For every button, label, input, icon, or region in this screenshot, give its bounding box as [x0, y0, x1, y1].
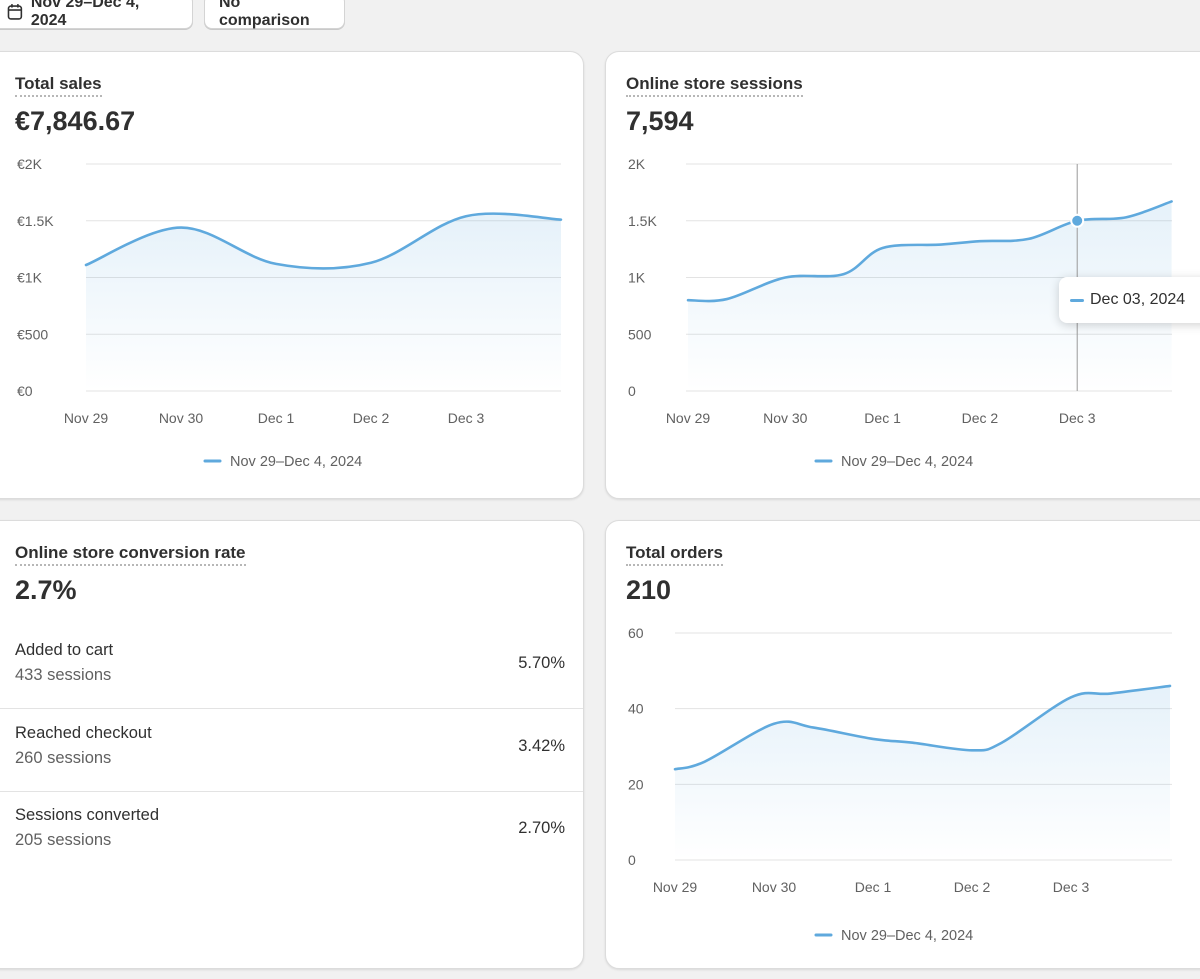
series-line — [84, 212, 563, 270]
y-tick-label: €2K — [17, 156, 43, 172]
sessions-title[interactable]: Online store sessions — [626, 74, 803, 97]
total-orders-value: 210 — [626, 575, 672, 605]
y-tick-label: 2K — [628, 156, 646, 172]
total-sales-chart[interactable]: €0 €500 €1K €1.5K €2K Nov 29 Nov 30 Dec 1 Dec 2 D… — [0, 52, 584, 499]
y-tick-label: 0 — [628, 383, 636, 399]
funnel-row-percent: 5.70% — [518, 654, 565, 672]
x-tick-label: Nov 29 — [666, 410, 711, 426]
funnel-row-reached-checkout: Reached checkout 260 sessions 3.42% — [0, 710, 583, 792]
legend-label: Nov 29–Dec 4, 2024 — [841, 928, 973, 944]
conversion-rate-card: Online store conversion rate 2.7% Added … — [0, 520, 584, 969]
date-range-label: Nov 29–Dec 4, 2024 — [30, 0, 140, 29]
sessions-card: Online store sessions 7,594 0 500 1K 1.5K 2K… — [605, 51, 1200, 499]
funnel-row-sessions-converted: Sessions converted 205 sessions 2.70% — [0, 792, 583, 874]
series-line — [686, 200, 1173, 303]
x-tick-label: Dec 1 — [855, 879, 892, 895]
y-tick-label: €1.5K — [17, 213, 54, 229]
series-area — [86, 213, 561, 391]
x-tick-label: Nov 29 — [64, 410, 109, 426]
x-tick-label: Dec 3 — [1059, 410, 1096, 426]
comparison-label: No comparison — [219, 0, 310, 29]
y-tick-label: 60 — [628, 625, 644, 641]
x-tick-label: Nov 30 — [752, 879, 797, 895]
conversion-rate-title[interactable]: Online store conversion rate — [15, 543, 246, 566]
y-tick-label: €1K — [17, 270, 43, 286]
funnel-row-sessions: 260 sessions — [15, 749, 112, 767]
funnel-row-sessions: 433 sessions — [15, 666, 112, 684]
x-tick-label: Dec 1 — [864, 410, 901, 426]
sessions-value: 7,594 — [626, 106, 694, 136]
legend-label: Nov 29–Dec 4, 2024 — [230, 454, 362, 470]
date-range-button[interactable]: Nov 29–Dec 4, 2024 — [0, 0, 193, 29]
total-orders-chart[interactable]: 0 20 40 60 Nov 29 Nov 30 Dec 1 Dec 2 Dec 3 Nov 29… — [606, 521, 1200, 969]
x-tick-label: Dec 2 — [954, 879, 991, 895]
y-tick-label: 1.5K — [628, 213, 657, 229]
total-orders-title[interactable]: Total orders — [626, 543, 723, 566]
funnel-row-label: Added to cart — [15, 641, 114, 659]
y-tick-label: 500 — [628, 326, 652, 342]
funnel-row-added-to-cart: Added to cart 433 sessions 5.70% — [0, 627, 583, 709]
total-sales-card: Total sales €7,846.67 €0 €500 €1K €1.5K €2K N… — [0, 51, 584, 499]
funnel-row-label: Sessions converted — [15, 806, 159, 824]
funnel-row-label: Reached checkout — [15, 724, 152, 742]
legend-label: Nov 29–Dec 4, 2024 — [841, 454, 973, 470]
y-tick-label: 20 — [628, 776, 644, 792]
funnel-row-percent: 2.70% — [518, 819, 565, 837]
x-tick-label: Dec 1 — [258, 410, 295, 426]
series-area — [688, 201, 1172, 391]
y-tick-label: 0 — [628, 852, 636, 868]
y-tick-label: 1K — [628, 270, 646, 286]
sessions-chart[interactable]: 0 500 1K 1.5K 2K Nov 29 Nov 30 Dec 1 Dec 2 Dec 3 N… — [606, 52, 1200, 499]
conversion-rate-value: 2.7% — [15, 575, 77, 605]
y-tick-label: 40 — [628, 701, 644, 717]
funnel-row-sessions: 205 sessions — [15, 831, 112, 849]
x-tick-label: Dec 3 — [1053, 879, 1090, 895]
series-area — [675, 685, 1170, 860]
x-tick-label: Dec 2 — [353, 410, 390, 426]
comparison-button[interactable]: No comparison — [204, 0, 345, 29]
funnel-row-percent: 3.42% — [518, 737, 565, 755]
total-orders-card: Total orders 210 0 20 40 60 Nov 29 Nov 30 Dec … — [605, 520, 1200, 969]
x-tick-label: Dec 3 — [448, 410, 485, 426]
total-sales-value: €7,846.67 — [15, 106, 136, 136]
y-tick-label: €0 — [17, 383, 33, 399]
x-tick-label: Nov 30 — [763, 410, 808, 426]
y-tick-label: €500 — [17, 326, 48, 342]
hover-point — [1070, 213, 1085, 228]
chart-tooltip: Dec 03, 2024 — [1059, 277, 1200, 323]
series-line — [673, 684, 1172, 771]
total-sales-title[interactable]: Total sales — [15, 74, 102, 97]
x-tick-label: Nov 29 — [653, 879, 698, 895]
x-tick-label: Dec 2 — [962, 410, 999, 426]
calendar-icon — [7, 3, 23, 20]
tooltip-date: Dec 03, 2024 — [1090, 291, 1186, 308]
tooltip-swatch — [1070, 298, 1084, 302]
x-tick-label: Nov 30 — [159, 410, 204, 426]
